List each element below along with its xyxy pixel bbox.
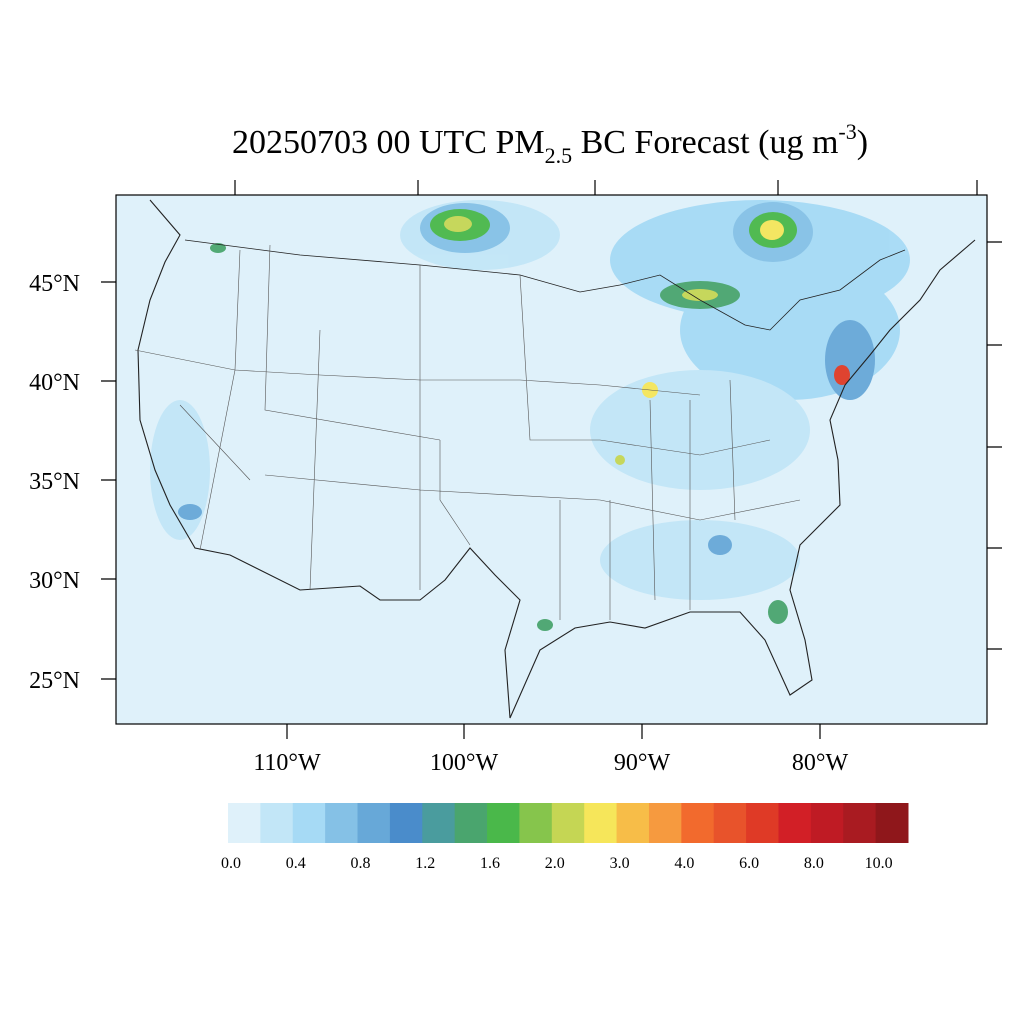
colorbar-box (519, 803, 553, 843)
colorbar-label: 0.0 (221, 855, 241, 872)
title-middle: BC Forecast (ug m (572, 124, 838, 161)
tick-marks (101, 180, 1002, 739)
axis-labels: 45°N 40°N 35°N 30°N 25°N 110°W 100°W 90°W 80°W (29, 271, 848, 776)
colorbar-label: 2.0 (545, 855, 565, 872)
colorbar-box (325, 803, 359, 843)
map-frame (115, 194, 988, 725)
title-subscript: 2.5 (545, 143, 573, 168)
colorbar-label: 1.6 (480, 855, 500, 872)
colorbar-label: 0.8 (351, 855, 371, 872)
colorbar-box (875, 803, 909, 843)
colorbar-box (810, 803, 844, 843)
longitude-label: 110°W (253, 750, 321, 776)
colorbar-box (843, 803, 877, 843)
map-area (101, 180, 1002, 739)
colorbar-label: 0.4 (286, 855, 306, 872)
longitude-label: 100°W (430, 750, 499, 776)
colorbar-box (454, 803, 488, 843)
state-lines (134, 244, 801, 620)
colorbar-box (260, 803, 294, 843)
title: 20250703 00 UTC PM2.5 BC Forecast (ug m-… (232, 119, 868, 168)
colorbar-box (648, 803, 682, 843)
colorbar-box (422, 803, 456, 843)
colorbar-box (389, 803, 423, 843)
country-outline (137, 199, 976, 719)
longitude-label: 80°W (792, 750, 849, 776)
title-superscript: -3 (838, 119, 856, 144)
concentration-field (150, 200, 910, 631)
colorbar-box (778, 803, 812, 843)
colorbar-box (746, 803, 779, 843)
title-main: 20250703 00 UTC PM (232, 124, 545, 161)
title-end: ) (857, 124, 868, 161)
colorbar-label: 10.0 (865, 855, 893, 872)
colorbar-label: 1.2 (415, 855, 435, 872)
colorbar-box (551, 803, 585, 843)
latitude-label: 40°N (29, 370, 80, 396)
colorbar-box (292, 803, 326, 843)
colorbar-label: 6.0 (739, 855, 759, 872)
latitude-label: 25°N (29, 668, 80, 694)
colorbar: 0.0 0.4 0.8 1.2 1.6 2.0 3.0 4.0 6.0 8.0 10.0 (221, 803, 909, 872)
border-line (184, 239, 906, 331)
latitude-label: 35°N (29, 469, 80, 495)
colorbar-box (584, 803, 618, 843)
latitude-label: 30°N (29, 568, 80, 594)
colorbar-box (713, 803, 747, 843)
colorbar-box (616, 803, 650, 843)
colorbar-box (228, 803, 261, 843)
colorbar-box (681, 803, 715, 843)
colorbar-label: 8.0 (804, 855, 824, 872)
colorbar-label: 3.0 (610, 855, 630, 872)
colorbar-box (487, 803, 520, 843)
colorbar-label: 4.0 (674, 855, 694, 872)
latitude-label: 45°N (29, 271, 80, 297)
longitude-label: 90°W (614, 750, 671, 776)
colorbar-box (357, 803, 391, 843)
